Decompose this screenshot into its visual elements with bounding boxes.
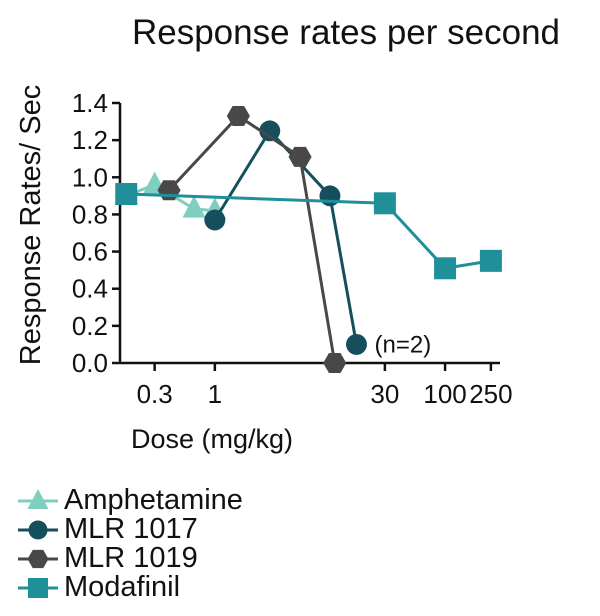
legend-marker-amphetamine xyxy=(18,488,58,509)
data-point-mlr-1019 xyxy=(288,146,312,167)
legend-label-modafinil: Modafinil xyxy=(64,571,181,603)
legend-marker-mlr-1017 xyxy=(18,520,58,539)
data-point-modafinil xyxy=(479,249,502,272)
chart: Response rates per second Response Rates… xyxy=(15,13,560,454)
legend-label-mlr-1017: MLR 1017 xyxy=(64,513,198,545)
legend: Amphetamine MLR 1017 MLR 1019 Modafinil xyxy=(18,486,243,602)
x-tick-label: 0.3 xyxy=(137,379,173,409)
y-tick-label: 0.0 xyxy=(72,348,108,378)
legend-item-mlr-1017: MLR 1017 xyxy=(18,515,243,544)
legend-item-amphetamine: Amphetamine xyxy=(18,486,243,515)
x-axis-label: Dose (mg/kg) xyxy=(131,424,293,454)
axes: 0.0 0.2 0.4 0.6 0.8 1.0 1.2 1.4 0.3 1 30 100 250 xyxy=(72,88,513,409)
y-tick-label: 0.8 xyxy=(72,199,108,229)
legend-item-modafinil: Modafinil xyxy=(18,573,243,602)
y-tick-label: 1.4 xyxy=(72,88,108,118)
data-point-mlr-1017 xyxy=(319,185,341,207)
data-point-mlr-1017 xyxy=(204,209,226,231)
data-point-mlr-1019 xyxy=(226,105,250,127)
chart-title: Response rates per second xyxy=(132,13,560,52)
data-point-mlr-1019 xyxy=(323,352,347,374)
series-line-mlr-1019 xyxy=(167,114,337,364)
data-point-mlr-1017 xyxy=(259,120,281,142)
data-point-modafinil xyxy=(373,192,396,215)
series-mlr-1019 xyxy=(157,105,347,374)
legend-label-amphetamine: Amphetamine xyxy=(64,484,243,516)
x-tick-label: 1 xyxy=(208,379,222,409)
series-line-mlr-1017 xyxy=(213,128,358,345)
legend-label-mlr-1019: MLR 1019 xyxy=(64,542,198,574)
series-mlr-1017 xyxy=(204,120,367,355)
annotation-label: (n=2) xyxy=(374,331,431,358)
legend-marker-mlr-1019 xyxy=(18,549,58,568)
x-tick-label: 250 xyxy=(469,379,512,409)
series-line-modafinil xyxy=(126,192,492,270)
series-layer xyxy=(114,105,502,374)
y-tick-label: 0.4 xyxy=(72,274,108,304)
y-axis-label: Response Rates/ Sec xyxy=(15,85,47,365)
y-tick-label: 1.0 xyxy=(72,162,108,192)
y-tick-label: 1.2 xyxy=(72,125,108,155)
x-tick-label: 100 xyxy=(423,379,466,409)
data-point-mlr-1017 xyxy=(346,333,367,355)
x-tick-label: 30 xyxy=(370,379,399,409)
data-point-amphetamine xyxy=(182,195,206,218)
y-tick-label: 0.2 xyxy=(72,311,108,341)
data-point-modafinil xyxy=(115,183,138,205)
series-modafinil xyxy=(115,183,502,280)
legend-marker-modafinil xyxy=(18,577,58,598)
data-point-modafinil xyxy=(434,257,457,280)
legend-item-mlr-1019: MLR 1019 xyxy=(18,544,243,573)
y-tick-label: 0.6 xyxy=(72,237,108,267)
